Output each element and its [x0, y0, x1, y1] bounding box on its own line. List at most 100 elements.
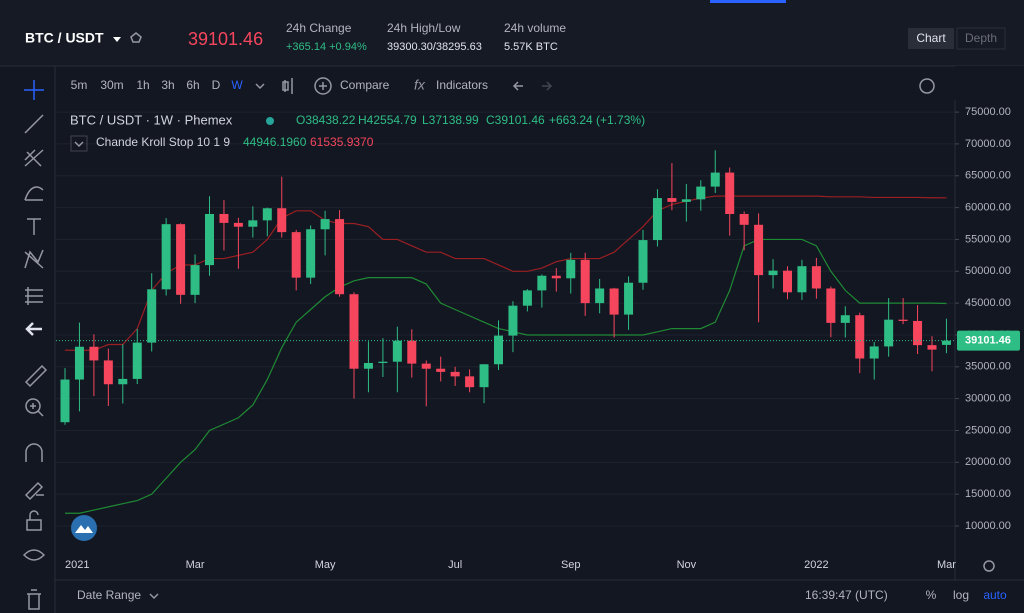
stop-line: [65, 238, 947, 514]
magnet-tool[interactable]: [25, 443, 43, 462]
indicators-button[interactable]: Indicators: [436, 78, 488, 92]
candle-body: [696, 186, 706, 200]
interval-menu[interactable]: [255, 83, 265, 90]
brush-tool[interactable]: [24, 186, 44, 201]
candle-body: [233, 222, 243, 227]
chart-type-icon[interactable]: [282, 78, 293, 94]
ohlc-change: +663.24 (+1.73%): [549, 113, 645, 127]
undo-icon[interactable]: [512, 81, 523, 91]
last-price-tag: [957, 330, 1020, 351]
candle-body: [725, 172, 735, 214]
candle-body: [277, 208, 287, 233]
fib-tool[interactable]: [24, 149, 44, 167]
axis-settings[interactable]: [983, 560, 995, 572]
last-price-label: 39101.46: [965, 335, 1011, 347]
drawing-toolbar: [22, 80, 48, 610]
candle-body: [826, 288, 836, 323]
y-tick-label: 75000.00: [965, 106, 1011, 118]
pair-name[interactable]: BTC / USDT: [25, 30, 104, 46]
candle-body: [710, 172, 720, 187]
interval[interactable]: D: [212, 78, 221, 92]
zoom-tool[interactable]: [25, 398, 41, 414]
line-tool[interactable]: [24, 114, 44, 134]
candle-body: [667, 198, 677, 202]
price-axis: [955, 66, 1024, 580]
candle-body: [595, 288, 605, 304]
candle-body: [652, 198, 662, 241]
log-toggle[interactable]: log: [953, 588, 969, 602]
indicator-caret: [74, 141, 84, 148]
date-range-button[interactable]: Date Range: [77, 588, 141, 602]
x-tick-label: Nov: [677, 559, 697, 571]
candle-body: [392, 340, 402, 362]
favorite-icon[interactable]: [130, 32, 142, 43]
back-tool[interactable]: [25, 322, 42, 336]
y-tick-label: 35000.00: [965, 361, 1011, 373]
candle-body: [884, 319, 894, 347]
logo-mark: [75, 525, 93, 533]
stat-label: 24h Change: [286, 21, 352, 35]
y-tick-label: 50000.00: [965, 265, 1011, 277]
y-tick-label: 65000.00: [965, 170, 1011, 182]
y-tick-label: 30000.00: [965, 393, 1011, 405]
candle-body: [147, 289, 157, 343]
prediction-tool[interactable]: [25, 287, 43, 305]
candle-body: [219, 213, 229, 223]
candle-body: [739, 213, 749, 225]
candle-body: [754, 224, 764, 276]
candle-body: [811, 266, 821, 289]
x-tick-label: May: [315, 559, 336, 571]
clock: 16:39:47 (UTC): [805, 588, 888, 602]
interval[interactable]: 1h: [136, 78, 149, 92]
lock-drawing-tool[interactable]: [24, 481, 44, 501]
logo: [71, 515, 97, 541]
x-tick-label: Sep: [561, 559, 581, 571]
interval[interactable]: 30m: [100, 78, 123, 92]
interval[interactable]: 3h: [161, 78, 174, 92]
interval[interactable]: 5m: [71, 78, 88, 92]
interval-active[interactable]: W: [231, 78, 243, 92]
indicator-toggle[interactable]: [70, 135, 88, 152]
pair-caret[interactable]: [113, 37, 121, 42]
auto-toggle[interactable]: auto: [983, 588, 1007, 602]
candle-body: [450, 371, 460, 377]
ohlc-low: L37138.99: [422, 113, 479, 127]
settings-icon[interactable]: [919, 78, 935, 94]
y-tick-label: 20000.00: [965, 456, 1011, 468]
candle-body: [190, 265, 200, 295]
candle-body: [132, 342, 142, 379]
ohlc-close: C39101.46: [486, 113, 545, 127]
y-tick-label: 45000.00: [965, 297, 1011, 309]
x-tick-label: Mar: [937, 559, 956, 571]
crosshair-tool[interactable]: [24, 80, 44, 100]
candle-body: [551, 275, 561, 279]
pattern-tool[interactable]: [24, 249, 44, 269]
compare-icon[interactable]: [314, 77, 332, 95]
status-dot: [266, 117, 274, 125]
compare-button[interactable]: Compare: [340, 78, 390, 92]
interval[interactable]: 6h: [186, 78, 199, 92]
lock-tool[interactable]: [26, 519, 42, 531]
redo-icon[interactable]: [542, 81, 553, 91]
y-tick-label: 70000.00: [965, 138, 1011, 150]
candle-body: [248, 220, 258, 227]
measure-tool[interactable]: [24, 364, 48, 388]
hide-tool[interactable]: [22, 549, 46, 561]
tab-depth[interactable]: Depth: [965, 31, 997, 45]
stat-value: 39300.30/38295.63: [387, 41, 482, 53]
x-tick-label: 2022: [804, 559, 828, 571]
candle-body: [306, 229, 316, 278]
trash-tool[interactable]: [27, 589, 41, 610]
tab-active[interactable]: [908, 28, 954, 49]
tab-chart[interactable]: Chart: [916, 31, 946, 45]
candle-body: [681, 199, 691, 202]
tab[interactable]: [956, 27, 1006, 50]
ohlc-open: O38438.22: [296, 113, 356, 127]
candle-body: [797, 266, 807, 293]
candle-body: [508, 305, 518, 336]
percent-toggle[interactable]: %: [926, 588, 937, 602]
text-tool[interactable]: [27, 218, 41, 235]
zoom-tool-plus: [30, 403, 44, 417]
candle-body: [103, 360, 113, 385]
last-price: 39101.46: [188, 29, 263, 49]
